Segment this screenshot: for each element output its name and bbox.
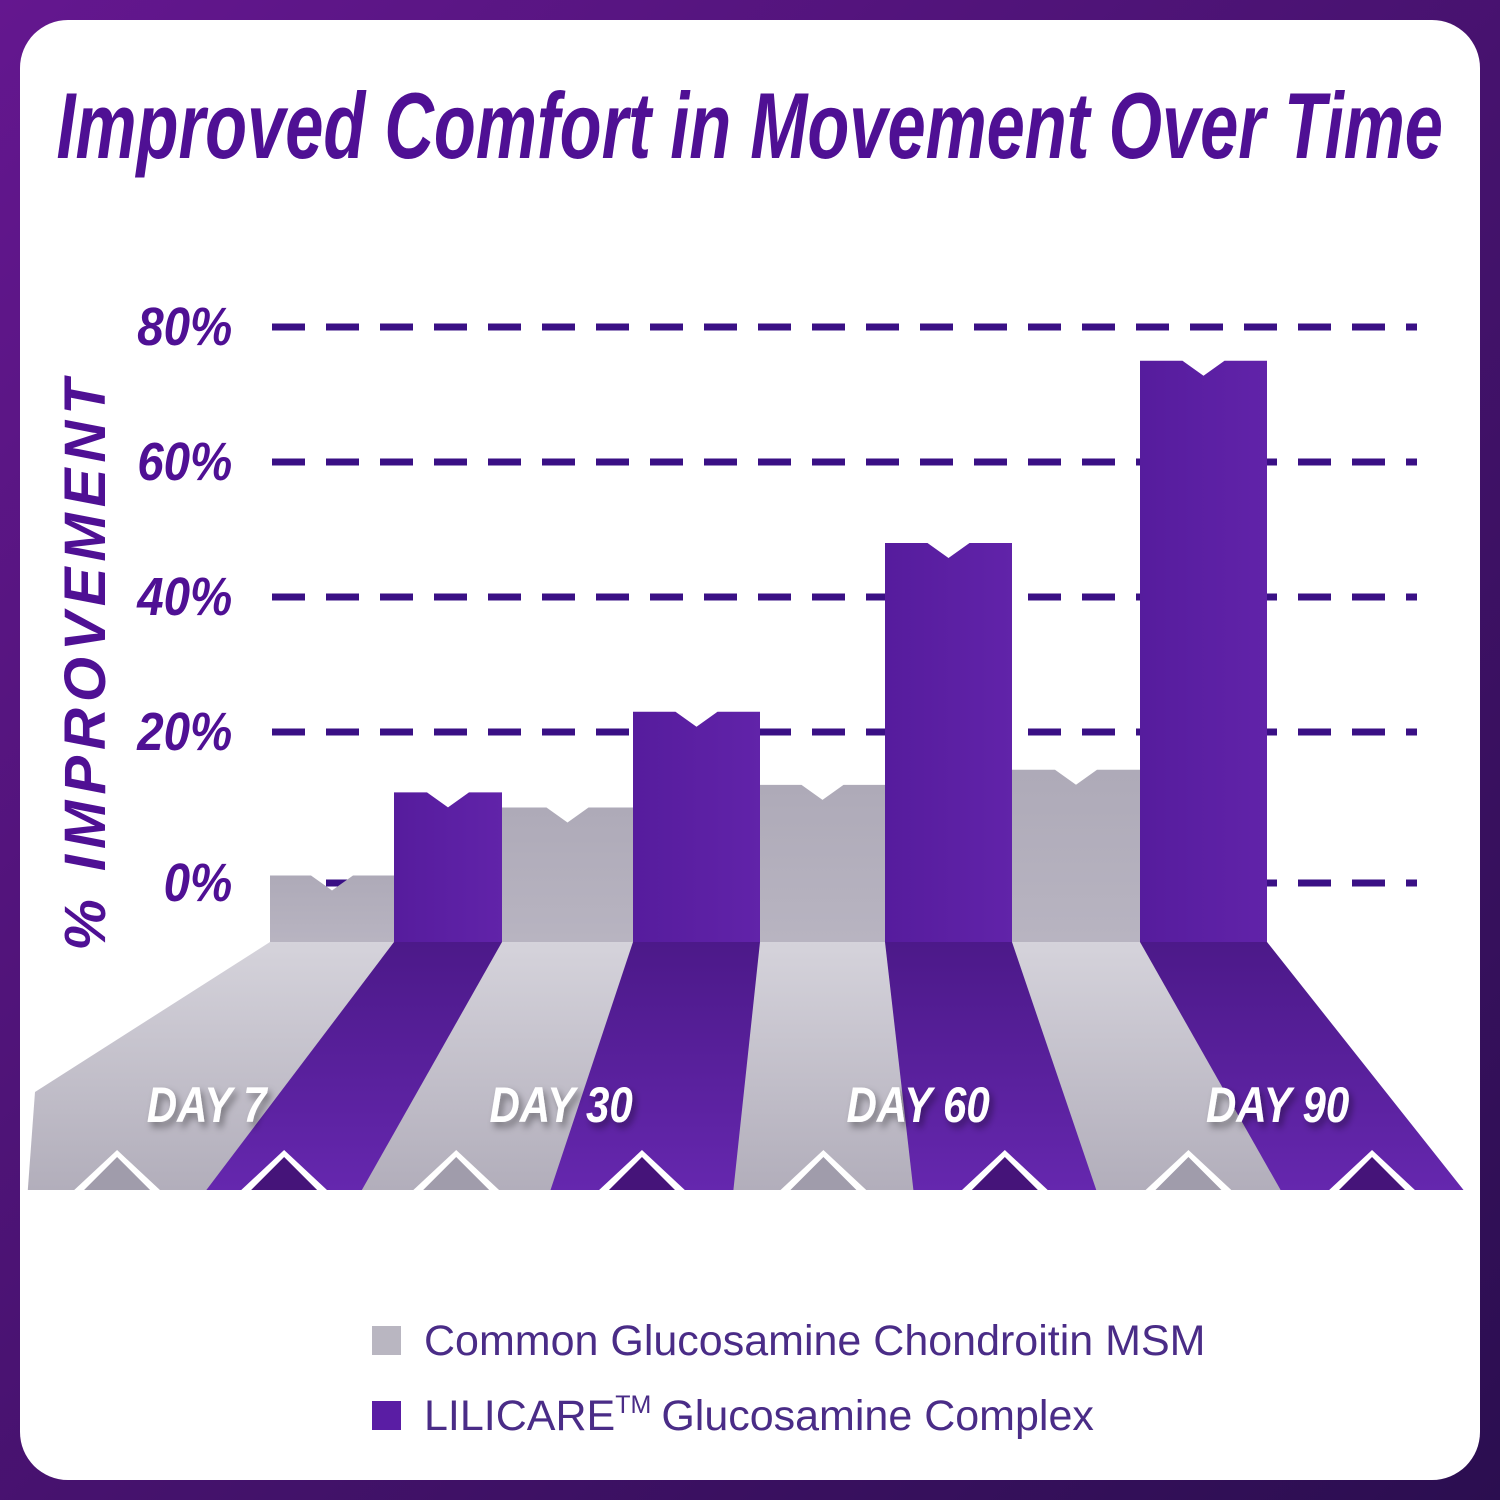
legend-purple-swatch <box>372 1401 401 1430</box>
legend: Common Glucosamine Chondroitin MSM LILIC… <box>372 1317 1205 1440</box>
bar-gray-day-3 <box>1012 769 1140 942</box>
bar-gray-day-1 <box>502 807 633 942</box>
floor-notch-shadow-3 <box>608 1157 675 1190</box>
floor-notch-shadow-7 <box>1339 1157 1406 1190</box>
bar-purple-day-3 <box>1140 360 1267 942</box>
y-axis-ticks: 80% 60% 40% 20% 0% <box>136 296 232 913</box>
tick-80: 80% <box>137 296 232 357</box>
floor-stripe-purple-day-3 <box>1140 942 1464 1190</box>
tick-60: 60% <box>137 431 232 492</box>
label-day-90: DAY 90 <box>1206 1077 1349 1133</box>
label-day-30: DAY 30 <box>490 1077 633 1133</box>
floor-notch-shadow-5 <box>971 1157 1038 1190</box>
category-labels: DAY 7 DAY 30 DAY 60 DAY 90 <box>147 1077 1350 1133</box>
floor-notch-shadow-6 <box>1155 1157 1222 1190</box>
floor-stripe-purple-day-1 <box>550 942 760 1190</box>
label-day-60: DAY 60 <box>847 1077 990 1133</box>
legend-gray-swatch <box>372 1326 401 1355</box>
floor-notch-shadow-2 <box>423 1157 490 1190</box>
bar-gray-day-0 <box>270 875 394 942</box>
floor-stripe-purple-day-0 <box>206 942 503 1190</box>
chart-title: Improved Comfort in Movement Over Time <box>56 75 1442 179</box>
label-day-7: DAY 7 <box>147 1077 269 1133</box>
y-axis-label: % IMPROVEMENT <box>53 373 118 951</box>
tick-20: 20% <box>136 701 232 762</box>
floor-notch-shadow-4 <box>790 1157 857 1190</box>
legend-label-common: Common Glucosamine Chondroitin MSM <box>424 1317 1205 1365</box>
floor-stripe-purple-day-2 <box>885 942 1097 1190</box>
tick-0: 0% <box>164 852 233 913</box>
tick-40: 40% <box>136 566 232 627</box>
floor-notch-shadow-1 <box>251 1157 318 1190</box>
floor-notch-shadow-0 <box>84 1157 151 1190</box>
bar-purple-day-2 <box>885 543 1012 942</box>
bar-purple-day-0 <box>394 792 502 942</box>
legend-brand-name: LILICARE <box>424 1392 615 1440</box>
trademark-symbol: TM <box>615 1391 651 1419</box>
bars-and-floor <box>27 360 1464 1192</box>
legend-brand-rest: Glucosamine Complex <box>661 1392 1094 1440</box>
bar-gray-day-2 <box>760 784 885 942</box>
legend-label-lilicare: LILICARETM Glucosamine Complex <box>424 1391 1094 1440</box>
bar-purple-day-1 <box>633 711 760 942</box>
